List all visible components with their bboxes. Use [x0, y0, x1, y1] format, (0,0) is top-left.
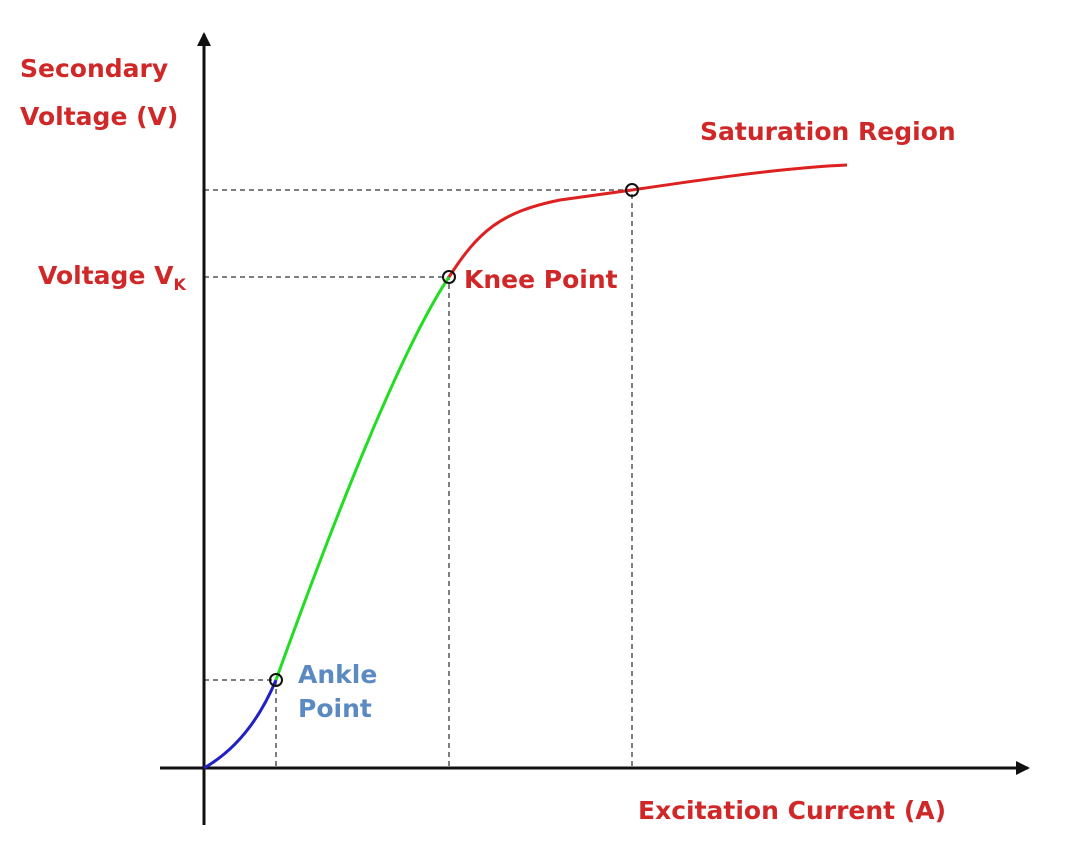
saturation-label: Saturation Region — [700, 117, 956, 146]
knee-label: Knee Point — [464, 265, 618, 294]
voltage-label: Voltage VK — [38, 261, 186, 294]
voltage-text: Voltage V — [38, 261, 174, 290]
voltage-subscript: K — [173, 275, 186, 294]
ankle-point — [269, 673, 283, 687]
curve-saturation — [447, 163, 848, 278]
saturation-point — [625, 183, 639, 197]
x-axis-label: Excitation Current (A) — [638, 796, 946, 825]
ankle-label: Ankle — [298, 660, 377, 689]
ankle-label: Point — [298, 694, 372, 723]
curve-linear — [274, 276, 451, 681]
curve-initial — [203, 679, 278, 770]
y-axis-label: Voltage (V) — [20, 102, 178, 131]
knee-point — [442, 270, 456, 284]
y-axis-label: Secondary — [20, 54, 168, 83]
